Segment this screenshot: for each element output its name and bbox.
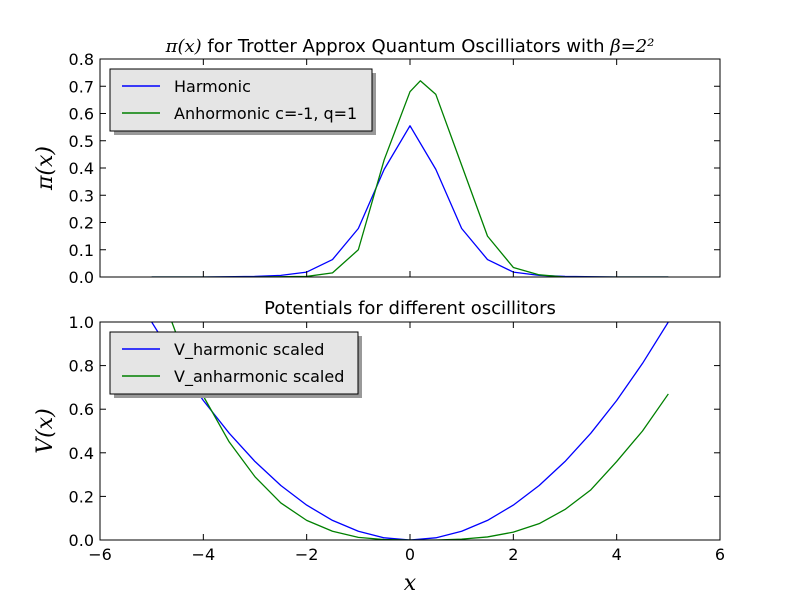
bottom-xtick-label: 0 [405, 545, 415, 564]
top-ytick-label: 0.6 [69, 105, 94, 124]
bottom-xtick-label: −4 [192, 545, 216, 564]
top-ytick-label: 0.8 [69, 50, 94, 69]
bottom-xtick-label: −2 [295, 545, 319, 564]
bottom-legend-label-harmonic: V_harmonic scaled [174, 340, 324, 360]
bottom-series-line-harmonic [151, 322, 669, 540]
bottom-xtick-label: 2 [508, 545, 518, 564]
bottom-ytick-label: 0.2 [69, 487, 94, 506]
bottom-legend-label-anharmonic: V_anharmonic scaled [174, 367, 344, 387]
bottom-legend: V_harmonic scaled V_anharmonic scaled [109, 331, 362, 398]
top-ytick-label: 0.5 [69, 132, 94, 151]
top-legend: Harmonic Anhormonic c=-1, q=1 [109, 68, 376, 135]
bottom-ytick-label: 0.6 [69, 400, 94, 419]
top-legend-box [109, 68, 373, 132]
top-title: π(x) for Trotter Approx Quantum Oscillia… [165, 36, 655, 57]
top-ytick-label: 0.3 [69, 186, 94, 205]
top-legend-label-harmonic: Harmonic [174, 77, 251, 96]
bottom-ytick-label: 1.0 [69, 313, 94, 332]
bottom-y-axis-label: V(x) [33, 408, 58, 453]
bottom-series-line-anharmonic [171, 322, 669, 540]
bottom-ytick-label: 0.4 [69, 444, 94, 463]
top-plot: 0.0 0.1 0.2 0.3 0.4 0.5 0.6 0.7 0.8 π(x) for Tro… [33, 36, 721, 287]
bottom-title: Potentials for different oscillitors [264, 298, 556, 319]
bottom-xtick-label: 4 [612, 545, 622, 564]
top-legend-label-anharmonic: Anhormonic c=-1, q=1 [174, 104, 357, 123]
bottom-ytick-label: 0.8 [69, 357, 94, 376]
bottom-axes-frame [99, 321, 721, 541]
top-ytick-label: 0.1 [69, 241, 94, 260]
top-ytick-label: 0.7 [69, 77, 94, 96]
top-series-line-anharmonic [151, 80, 669, 277]
top-axes-frame [99, 58, 721, 278]
bottom-xtick-label: −6 [88, 545, 112, 564]
bottom-ytick-label: 0.0 [69, 531, 94, 550]
top-y-axis-label: π(x) [33, 146, 58, 191]
bottom-xtick-label: 6 [715, 545, 725, 564]
top-ytick-label: 0.0 [69, 268, 94, 287]
bottom-plot: 0.0 0.2 0.4 0.6 0.8 1.0 −6 −4 −2 0 2 4 6 Potentials … [33, 298, 725, 596]
bottom-x-axis-label: x [404, 571, 417, 596]
top-ytick-label: 0.4 [69, 159, 94, 178]
bottom-legend-box [109, 331, 359, 395]
top-ytick-label: 0.2 [69, 214, 94, 233]
